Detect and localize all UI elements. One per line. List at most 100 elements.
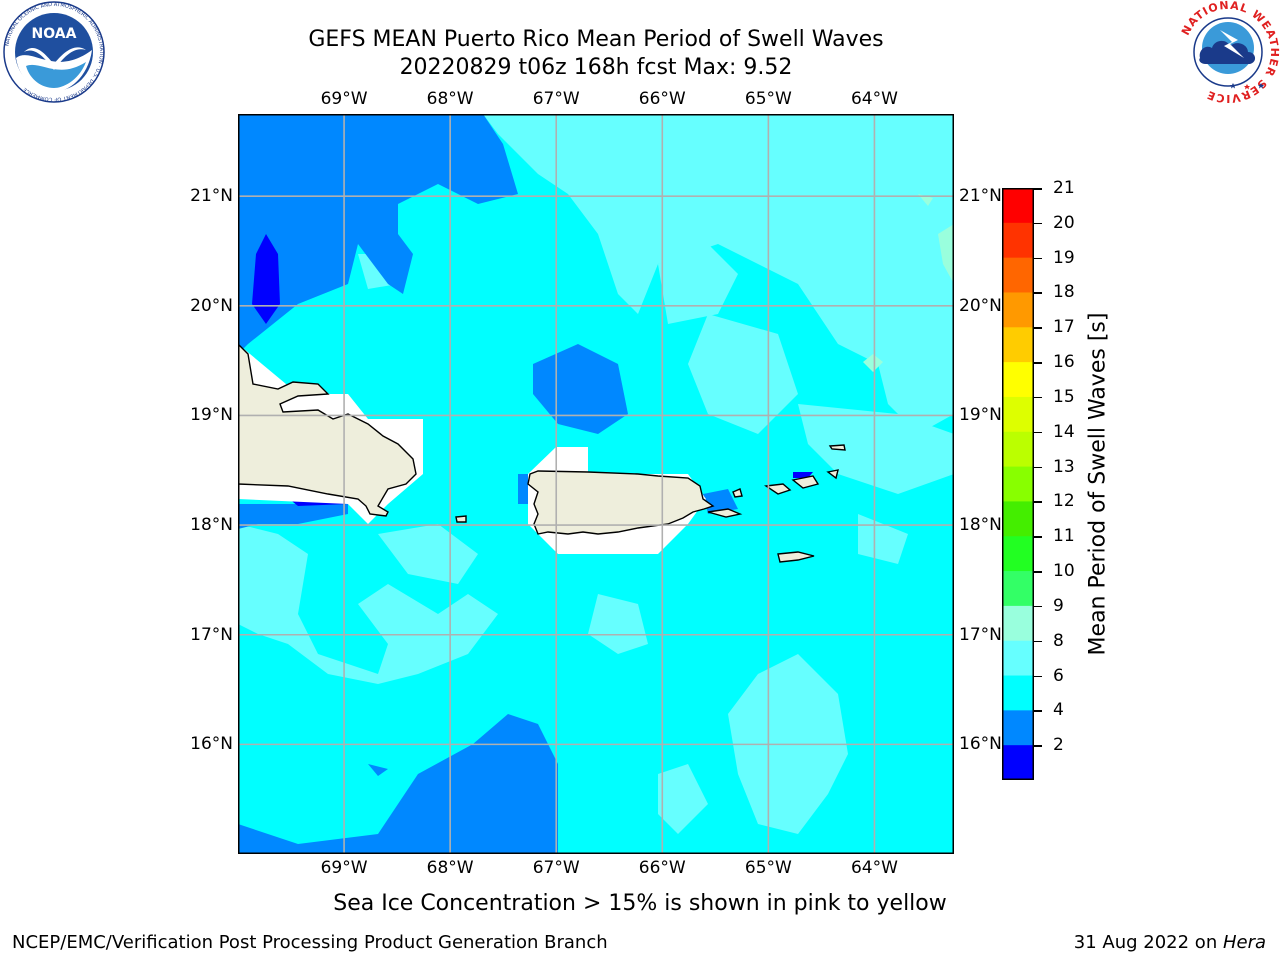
hispaniola-land [238, 343, 417, 517]
colorbar-swatch [1002, 431, 1034, 468]
colorbar-tick-mark [1034, 675, 1042, 678]
colorbar-swatch [1002, 222, 1034, 259]
colorbar-swatch [1002, 327, 1034, 363]
culebra-island [732, 488, 743, 498]
virgin-islands-1 [764, 483, 792, 495]
colorbar-tick-mark [1034, 571, 1042, 573]
lon-label-top: 67°W [532, 89, 580, 109]
colorbar-tick-mark [1034, 640, 1042, 643]
colorbar-tick-mark [1034, 466, 1042, 469]
colorbar-tick-mark [1034, 605, 1042, 608]
colorbar-tick-label: 2 [1053, 735, 1064, 756]
lat-label-right: 20°N [959, 295, 1002, 316]
anegada-island [828, 444, 846, 451]
credit-line: NCEP/EMC/Verification Post Processing Pr… [12, 932, 608, 953]
colorbar-tick-mark [1034, 396, 1042, 399]
colorbar-tick-mark [1034, 292, 1042, 294]
colorbar-swatch [1002, 536, 1034, 572]
lon-label-bot: 66°W [638, 858, 686, 878]
swell-period-map [238, 114, 954, 854]
colorbar-swatch [1002, 675, 1034, 711]
colorbar-tick-mark [1034, 327, 1042, 329]
noaa-logo: NATIONAL OCEANIC AND ATMOSPHERIC ADMINIS… [3, 1, 105, 103]
colorbar-swatch [1002, 605, 1034, 642]
lat-label-left: 20°N [190, 295, 233, 316]
colorbar-tick-label: 17 [1053, 317, 1075, 338]
colorbar-tick-label: 21 [1053, 178, 1075, 198]
noaa-logo-text: NOAA [32, 26, 77, 42]
sea-ice-note-text: Sea Ice Concentration > 15% is shown in … [333, 891, 947, 916]
lat-label-left: 18°N [190, 515, 233, 536]
lon-label-bot: 67°W [532, 858, 580, 878]
lon-label-top: 64°W [850, 89, 898, 109]
colorbar [1002, 188, 1034, 780]
lon-label-top: 66°W [638, 89, 686, 109]
gridlines [238, 114, 954, 854]
lon-label-bot: 64°W [850, 858, 898, 878]
lon-label-bot: 68°W [426, 858, 474, 878]
host-name: Hera [1222, 932, 1266, 953]
colorbar-title: Mean Period of Swell Waves [s] [1085, 312, 1111, 656]
nws-logo: NATIONAL WEATHER SERVICE [1178, 0, 1280, 104]
colorbar-swatch [1002, 571, 1034, 607]
colorbar-tick-label: 10 [1053, 561, 1075, 582]
colorbar-tick-label: 13 [1053, 456, 1075, 477]
colorbar-tick-mark [1034, 710, 1042, 712]
colorbar-tick-label: 14 [1053, 421, 1075, 442]
colorbar-tick-mark [1034, 362, 1042, 364]
colorbar-tick-mark [1034, 222, 1042, 225]
virgin-islands-3 [826, 469, 839, 480]
colorbar-tick-mark [1034, 257, 1042, 260]
colorbar-swatch [1002, 466, 1034, 502]
lon-label-top: 69°W [320, 89, 368, 109]
colorbar-tick-label: 4 [1053, 700, 1064, 721]
colorbar-swatch [1002, 396, 1034, 433]
lat-label-left: 19°N [190, 405, 233, 426]
colorbar-tick-label: 20 [1053, 212, 1075, 233]
map-title: GEFS MEAN Puerto Rico Mean Period of Swe… [308, 27, 884, 52]
lat-label-right: 21°N [959, 186, 1002, 207]
map-subtitle: 20220829 t06z 168h fcst Max: 9.52 [399, 55, 793, 80]
lon-label-bot: 65°W [744, 858, 792, 878]
colorbar-tick-label: 8 [1053, 630, 1064, 651]
date-line: 31 Aug 2022 on Hera [1074, 932, 1266, 953]
lat-label-left: 17°N [190, 624, 233, 645]
colorbar-tick-label: 6 [1053, 665, 1064, 686]
colorbar-tick-label: 19 [1053, 247, 1075, 268]
colorbar-swatch [1002, 292, 1034, 328]
colorbar-swatch [1002, 640, 1034, 677]
colorbar-tick-mark [1034, 188, 1042, 190]
sea-ice-note: Sea Ice Concentration > 15% is shown in … [0, 891, 1280, 916]
virgin-islands-2 [791, 475, 820, 489]
colorbar-tick-mark [1034, 431, 1042, 434]
date-text: 31 Aug 2022 on [1073, 932, 1223, 953]
land-areas [238, 343, 846, 563]
colorbar-tick-label: 11 [1053, 526, 1075, 547]
map-border [238, 114, 954, 854]
colorbar-swatch [1002, 362, 1034, 398]
colorbar-swatch [1002, 710, 1034, 746]
colorbar-swatch [1002, 188, 1034, 224]
lat-label-left: 21°N [190, 186, 233, 207]
lat-label-right: 19°N [959, 405, 1002, 426]
lat-label-right: 18°N [959, 515, 1002, 536]
colorbar-swatch [1002, 257, 1034, 293]
colorbar-tick-label: 12 [1053, 491, 1075, 512]
mona-island [455, 515, 467, 523]
colorbar-tick-mark [1034, 745, 1042, 747]
lat-label-right: 16°N [959, 734, 1002, 755]
colorbar-swatch [1002, 501, 1034, 537]
colorbar-tick-label: 18 [1053, 282, 1075, 303]
lon-label-top: 65°W [744, 89, 792, 109]
st-croix-island [777, 551, 815, 563]
lat-label-left: 16°N [190, 734, 233, 755]
lat-label-right: 17°N [959, 624, 1002, 645]
colorbar-tick-mark [1034, 501, 1042, 503]
colorbar-tick-label: 15 [1053, 386, 1075, 407]
lon-label-bot: 69°W [320, 858, 368, 878]
vieques-island [707, 508, 743, 518]
colorbar-tick-label: 9 [1053, 595, 1064, 616]
colorbar-swatch [1002, 745, 1034, 780]
colorbar-tick-mark [1034, 536, 1042, 538]
colorbar-tick-label: 16 [1053, 352, 1075, 373]
